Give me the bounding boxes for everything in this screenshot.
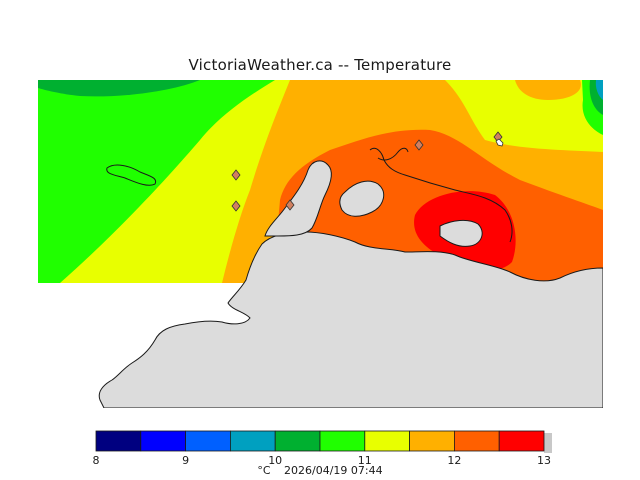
cursor-icon xyxy=(495,138,504,147)
legend-swatch xyxy=(498,430,545,452)
legend-swatch xyxy=(409,430,455,452)
legend-tick-label: 11 xyxy=(357,454,372,467)
land-patch-central xyxy=(339,180,385,217)
legend-swatch xyxy=(95,430,142,452)
unit-label: °C xyxy=(257,464,271,477)
legend-tick-label: 9 xyxy=(182,454,190,467)
coastline-north xyxy=(369,147,513,243)
station-marker[interactable] xyxy=(231,200,241,212)
land-patch-west xyxy=(264,160,332,237)
legend-swatch xyxy=(453,430,500,452)
legend-swatch xyxy=(140,430,187,452)
legend-swatch xyxy=(364,430,410,452)
legend-swatch xyxy=(185,430,231,452)
legend-tick-label: 8 xyxy=(92,454,100,467)
legend-swatch xyxy=(229,430,276,452)
legend-tick-label: 13 xyxy=(537,454,551,467)
station-marker[interactable] xyxy=(285,199,295,211)
map-title: VictoriaWeather.ca -- Temperature xyxy=(188,56,452,74)
coastline-inlet xyxy=(377,147,409,161)
land-patch-east xyxy=(439,219,483,247)
legend-shadow xyxy=(544,433,552,453)
temp-band-10-10.5 xyxy=(38,80,200,97)
station-marker[interactable] xyxy=(414,139,424,151)
land-mass xyxy=(98,231,603,408)
legend-tick-label: 10 xyxy=(268,454,283,467)
station-marker[interactable] xyxy=(231,169,241,181)
timestamp-label: 2026/04/19 07:44 xyxy=(284,464,383,477)
legend-swatch xyxy=(274,430,321,452)
temp-band-10.5-11 xyxy=(38,80,275,283)
island-outline xyxy=(106,164,157,186)
temp-band-11.5-12-patch xyxy=(515,80,581,100)
legend-footer: °C 2026/04/19 07:44 xyxy=(0,464,640,477)
legend-swatch xyxy=(319,430,366,452)
station-markers xyxy=(231,131,504,212)
legend-tick-label: 12 xyxy=(447,454,462,467)
temp-band-9.5-10-patch xyxy=(595,80,603,100)
